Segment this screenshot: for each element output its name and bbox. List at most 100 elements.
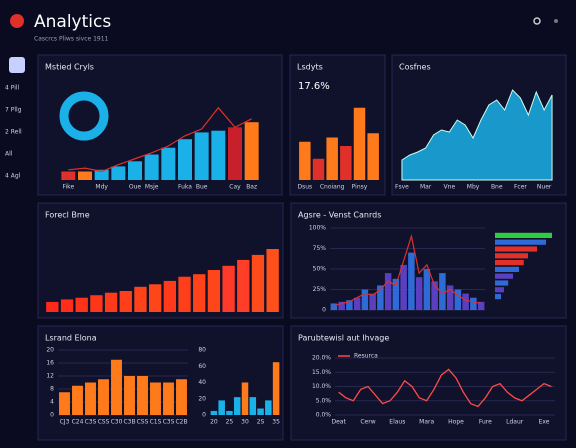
bar bbox=[210, 410, 218, 415]
bar bbox=[340, 146, 352, 180]
bar bbox=[163, 280, 177, 312]
bar bbox=[346, 300, 353, 310]
y-tick-label: 50% bbox=[313, 266, 327, 273]
logo bbox=[10, 14, 24, 28]
y-tick-label: 25% bbox=[313, 286, 327, 293]
bar bbox=[392, 278, 400, 310]
h-bar bbox=[495, 273, 513, 279]
x-tick-label: CJ3 bbox=[60, 419, 70, 426]
y-tick-label: 75% bbox=[313, 245, 327, 252]
bar bbox=[415, 277, 423, 310]
sidebar-icon[interactable] bbox=[9, 57, 25, 73]
menu-icon[interactable] bbox=[554, 19, 558, 23]
bar bbox=[211, 130, 226, 180]
x-tick-label: Cay bbox=[229, 184, 241, 191]
bar bbox=[90, 295, 103, 312]
bar bbox=[272, 362, 280, 415]
bar bbox=[244, 122, 259, 180]
bar bbox=[78, 171, 92, 180]
bar bbox=[265, 400, 272, 415]
y-tick-label: 8 bbox=[50, 386, 54, 393]
trend-line bbox=[333, 233, 482, 307]
bar bbox=[353, 297, 361, 310]
y-tick-label: 40 bbox=[198, 379, 206, 386]
bar bbox=[111, 166, 126, 180]
panel-title: Agsre - Venst Canrds bbox=[298, 211, 381, 220]
panel-title: Mstied Cryls bbox=[45, 63, 94, 72]
sidebar-item[interactable]: 4 Agl bbox=[5, 173, 21, 180]
bar bbox=[353, 107, 366, 180]
bar bbox=[241, 382, 249, 415]
bar bbox=[251, 254, 265, 312]
y-tick-label: 15.0% bbox=[312, 369, 331, 376]
h-bar bbox=[495, 294, 501, 300]
bar bbox=[462, 293, 469, 310]
bar bbox=[46, 301, 59, 312]
x-tick-label: C2B bbox=[175, 419, 187, 426]
sidebar-item[interactable]: 7 Pllg bbox=[5, 107, 22, 114]
x-tick-label: Msje bbox=[145, 184, 159, 191]
bar bbox=[148, 284, 162, 312]
x-tick-label: C1S bbox=[150, 419, 162, 426]
bar bbox=[423, 269, 431, 310]
bar bbox=[237, 259, 250, 312]
bar bbox=[178, 276, 191, 312]
y-tick-label: 0.0% bbox=[316, 412, 332, 419]
x-tick-label: Pinsy bbox=[352, 184, 368, 191]
bar bbox=[111, 359, 122, 415]
x-tick-label: Fcer bbox=[514, 184, 527, 191]
area bbox=[401, 89, 553, 181]
bar bbox=[330, 303, 338, 310]
sidebar-item[interactable]: 4 Pill bbox=[5, 85, 20, 92]
bar bbox=[176, 379, 187, 415]
x-tick-label: Hope bbox=[448, 419, 464, 426]
x-tick-label: 20 bbox=[210, 419, 218, 426]
h-bar bbox=[495, 287, 504, 293]
h-bar bbox=[495, 280, 509, 286]
bar bbox=[94, 169, 109, 180]
h-bar bbox=[495, 232, 552, 238]
trend-line bbox=[68, 106, 252, 173]
bar bbox=[72, 385, 83, 415]
bar bbox=[312, 158, 325, 180]
sidebar-item[interactable]: All bbox=[5, 151, 13, 158]
x-tick-label: Exe bbox=[539, 419, 550, 426]
bar bbox=[144, 154, 159, 180]
bar bbox=[218, 400, 225, 415]
x-tick-label: Fuka bbox=[178, 184, 192, 191]
kpi-value: 17.6% bbox=[298, 81, 330, 92]
h-bar bbox=[495, 253, 528, 259]
donut bbox=[59, 91, 109, 141]
bar bbox=[439, 273, 446, 310]
y-tick-label: 60 bbox=[198, 363, 206, 370]
y-tick-label: 4 bbox=[50, 399, 54, 406]
bar bbox=[75, 297, 88, 312]
bar bbox=[377, 285, 384, 310]
app-title: Analytics bbox=[34, 12, 111, 32]
h-bar bbox=[495, 266, 519, 272]
bar bbox=[104, 292, 118, 312]
x-tick-label: 2S bbox=[257, 419, 265, 426]
y-tick-label: 12 bbox=[46, 373, 54, 380]
line bbox=[338, 368, 552, 408]
bar bbox=[137, 376, 148, 415]
x-tick-label: 30 bbox=[241, 419, 249, 426]
x-tick-label: Ldaur bbox=[506, 419, 524, 426]
sidebar-item[interactable]: 2 Rell bbox=[5, 129, 22, 136]
bar bbox=[446, 285, 454, 310]
bar bbox=[431, 281, 438, 310]
bar bbox=[266, 249, 279, 312]
x-tick-label: C30 bbox=[111, 419, 123, 426]
bar bbox=[60, 299, 74, 312]
x-tick-label: CSS bbox=[137, 419, 149, 426]
bar bbox=[367, 133, 379, 180]
x-tick-label: Bue bbox=[196, 184, 208, 191]
settings-icon[interactable] bbox=[533, 17, 541, 25]
bar bbox=[477, 301, 485, 310]
h-bar bbox=[495, 260, 524, 266]
bar bbox=[257, 408, 264, 415]
y-tick-label: 20 bbox=[46, 347, 54, 354]
bar bbox=[369, 293, 376, 310]
bar bbox=[326, 137, 338, 180]
